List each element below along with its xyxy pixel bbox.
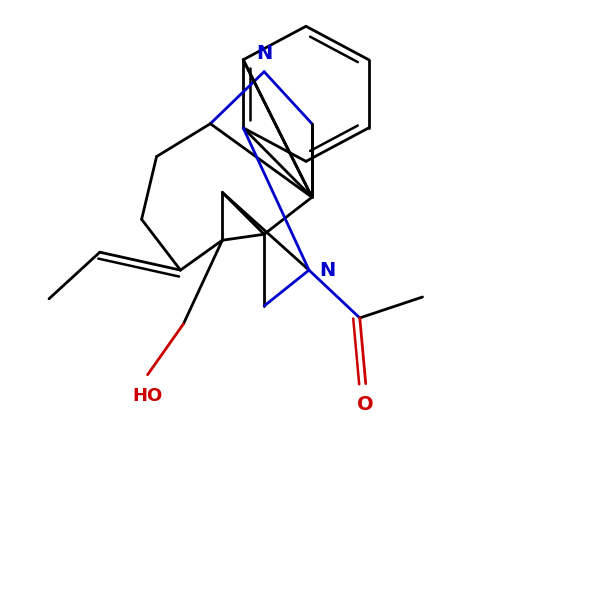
Text: HO: HO bbox=[133, 387, 163, 405]
Text: N: N bbox=[256, 44, 272, 63]
Text: O: O bbox=[358, 395, 374, 414]
Text: N: N bbox=[319, 260, 335, 280]
